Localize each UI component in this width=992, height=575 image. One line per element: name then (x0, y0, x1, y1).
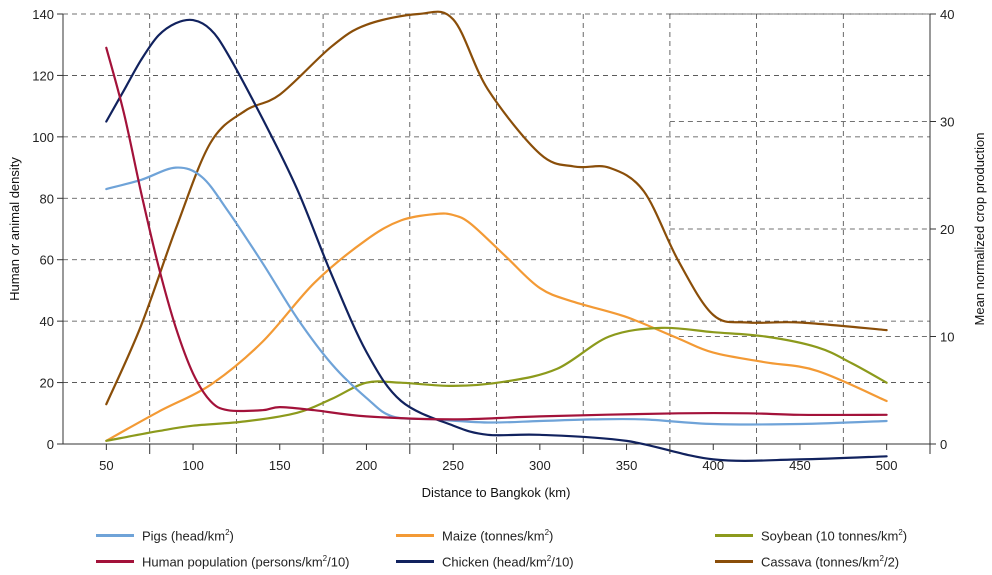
y-left-tick-label: 60 (40, 253, 54, 268)
x-tick-label: 200 (356, 458, 378, 473)
tick-labels: 50 100 150 200 250 300 350 400 450 50002040608010… (32, 7, 954, 473)
series-line-4 (105, 326, 888, 442)
series-line-3 (105, 18, 888, 462)
y-right-tick-label: 40 (940, 7, 954, 22)
y-axis-right-title: Mean normalized crop production (972, 133, 987, 326)
x-tick-label: 50 (99, 458, 113, 473)
y-left-tick-label: 140 (32, 7, 54, 22)
y-left-tick-label: 20 (40, 376, 54, 391)
x-tick-label: 350 (616, 458, 638, 473)
series-line-0 (105, 166, 888, 426)
series-line-2 (105, 212, 888, 442)
y-left-tick-label: 120 (32, 68, 54, 83)
x-tick-label: 150 (269, 458, 291, 473)
x-axis-title: Distance to Bangkok (km) (422, 485, 571, 500)
x-tick-label: 500 (876, 458, 898, 473)
x-tick-label: 250 (442, 458, 464, 473)
y-left-tick-label: 40 (40, 314, 54, 329)
series-line-1 (105, 46, 888, 421)
y-right-tick-label: 20 (940, 222, 954, 237)
y-left-tick-label: 80 (40, 191, 54, 206)
x-tick-label: 300 (529, 458, 551, 473)
y-right-tick-label: 0 (940, 437, 947, 452)
x-tick-label: 400 (702, 458, 724, 473)
grid-lines (63, 13, 930, 445)
y-right-tick-label: 10 (940, 330, 954, 345)
series-lines (105, 10, 888, 462)
y-left-tick-label: 0 (47, 437, 54, 452)
x-tick-label: 450 (789, 458, 811, 473)
y-left-tick-label: 100 (32, 130, 54, 145)
x-tick-label: 100 (182, 458, 204, 473)
y-right-tick-label: 30 (940, 115, 954, 130)
series-line-5 (105, 10, 888, 406)
y-axis-left-title: Human or animal density (7, 157, 22, 301)
